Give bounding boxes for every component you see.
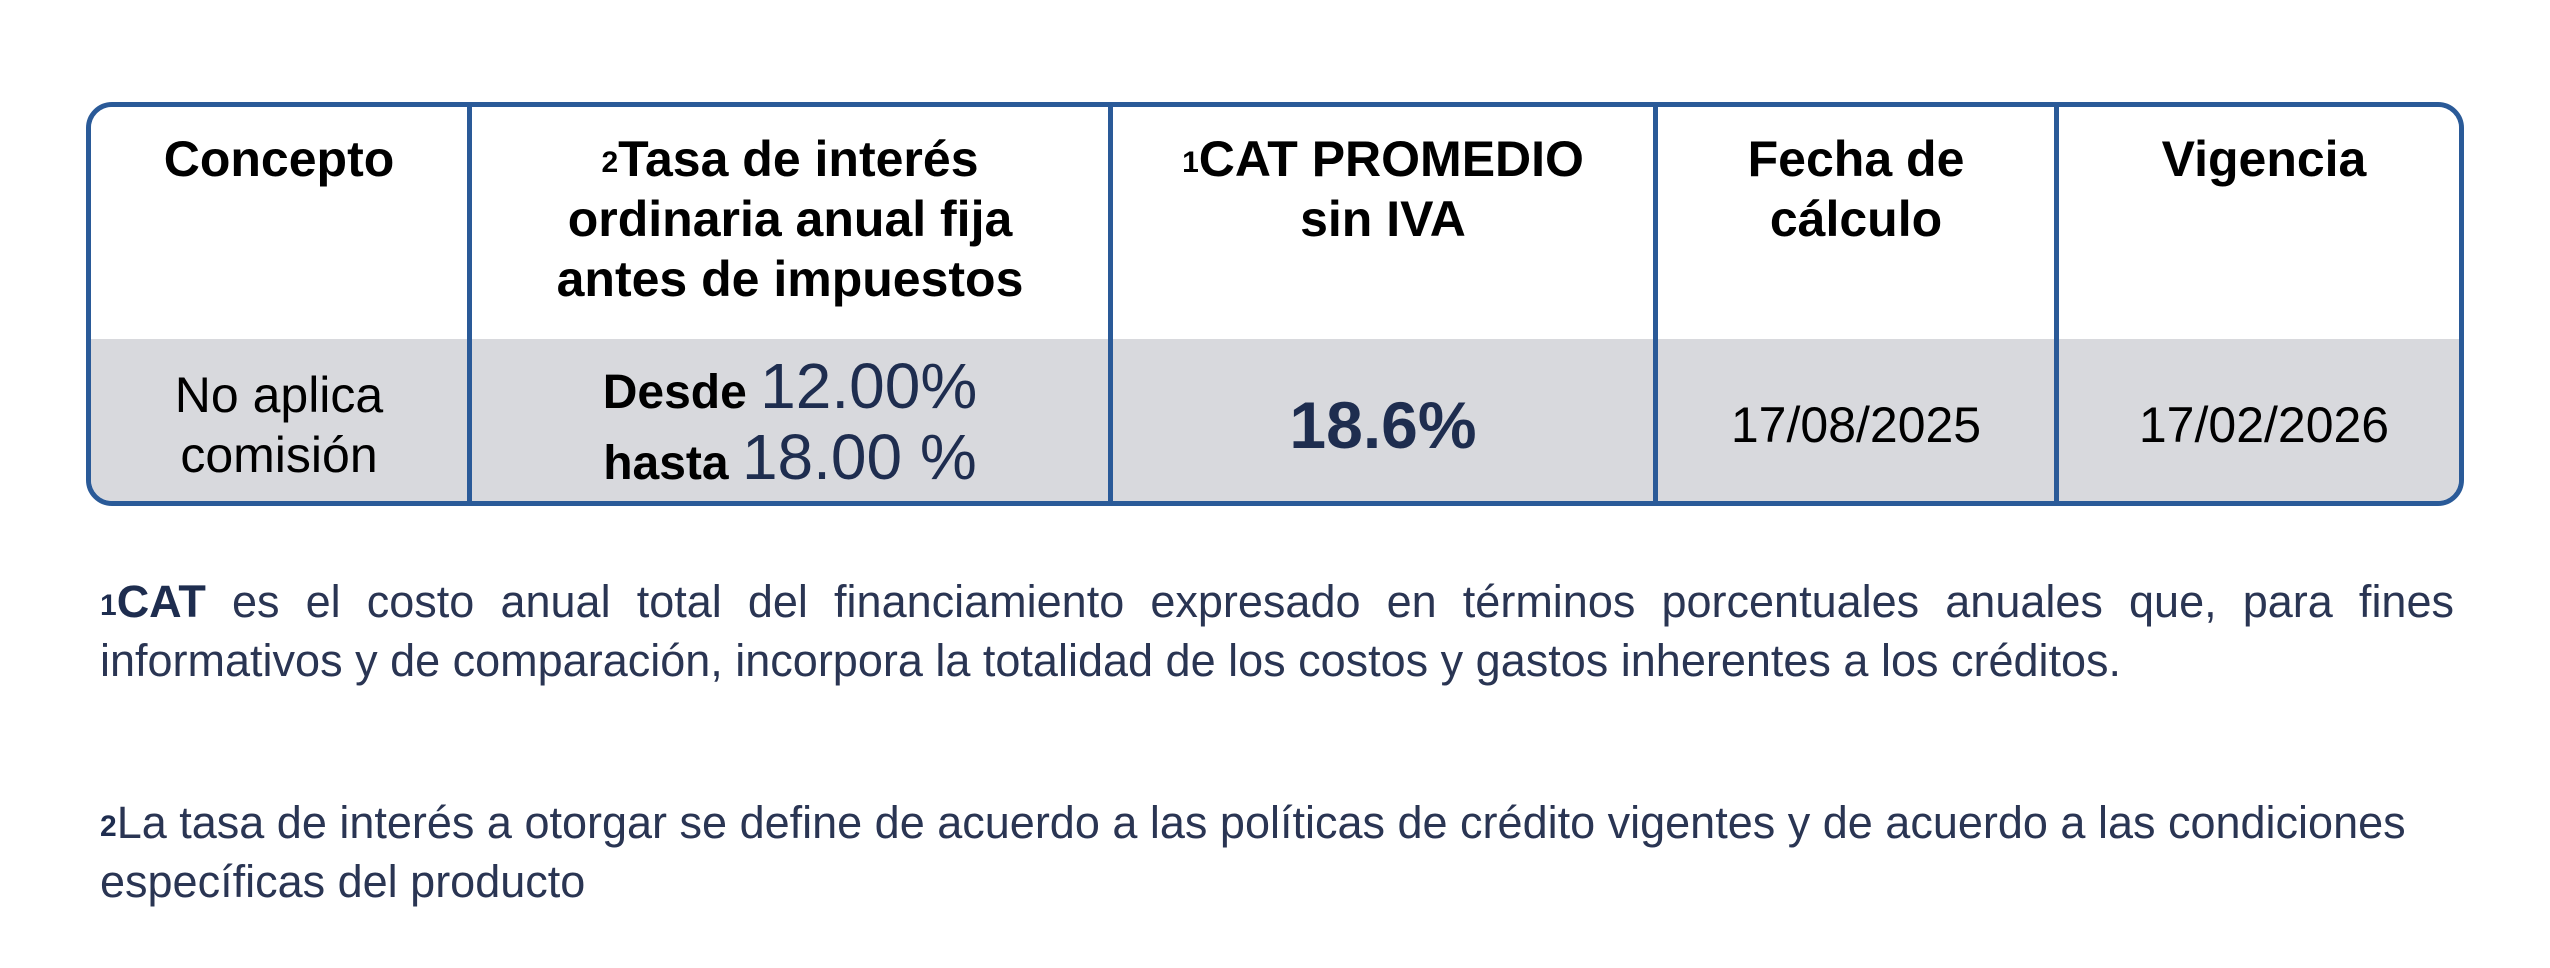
header-fecha: Fecha de cálculo: [1658, 107, 2054, 339]
header-cat-text: 1CAT PROMEDIO sin IVA: [1153, 129, 1613, 249]
header-cat: 1CAT PROMEDIO sin IVA: [1113, 107, 1653, 339]
rate-to-value: 18.00 %: [741, 421, 977, 493]
column-divider: [1108, 107, 1113, 501]
rate-to-line: hasta 18.00 %: [603, 425, 977, 496]
cell-vigencia: 17/02/2026: [2059, 339, 2459, 501]
footnote-tasa: 2La tasa de interés a otorgar se define …: [100, 793, 2454, 911]
rate-from-label: Desde: [602, 366, 747, 419]
cell-tasa: Desde 12.00% hasta 18.00 %: [472, 339, 1108, 501]
table-data-row: No aplica comisión Desde 12.00% hasta 18…: [91, 339, 2459, 501]
header-concepto: Concepto: [91, 107, 467, 339]
table-header-row: Concepto 2Tasa de interés ordinaria anua…: [91, 107, 2459, 339]
header-fecha-label: Fecha de cálculo: [1747, 131, 1965, 247]
footnote-1-term: CAT: [116, 576, 206, 627]
header-cat-footnote-mark: 1: [1182, 146, 1199, 179]
header-vigencia-label: Vigencia: [2161, 131, 2367, 187]
concepto-line-2: comisión: [180, 427, 378, 483]
header-tasa-label: Tasa de interés ordinaria anual fija ant…: [556, 131, 1024, 307]
rate-from-value: 12.00%: [760, 350, 978, 422]
footnote-1-mark: 1: [100, 589, 117, 622]
cell-concepto: No aplica comisión: [91, 339, 467, 501]
footnote-1-text: es el costo anual total del financiamien…: [100, 576, 2454, 686]
rate-from-line: Desde 12.00%: [603, 354, 977, 425]
header-cat-label: CAT PROMEDIO sin IVA: [1198, 131, 1584, 247]
footnote-2-mark: 2: [100, 810, 117, 843]
cat-value: 18.6%: [1289, 388, 1477, 462]
rates-table: Concepto 2Tasa de interés ordinaria anua…: [86, 102, 2464, 506]
footnote-2-text: La tasa de interés a otorgar se define d…: [100, 797, 2406, 907]
vigencia-value: 17/02/2026: [2138, 397, 2390, 453]
concepto-line-1: No aplica: [174, 367, 384, 423]
footnote-cat: 1CAT es el costo anual total del financi…: [100, 572, 2454, 690]
column-divider: [467, 107, 472, 501]
header-tasa-footnote-mark: 2: [601, 146, 619, 179]
rate-to-label: hasta: [603, 437, 729, 490]
header-concepto-label: Concepto: [163, 131, 395, 187]
header-vigencia: Vigencia: [2059, 107, 2459, 339]
cell-cat: 18.6%: [1113, 339, 1653, 501]
fecha-calculo-value: 17/08/2025: [1730, 397, 1982, 453]
header-tasa: 2Tasa de interés ordinaria anual fija an…: [472, 107, 1108, 339]
header-tasa-text: 2Tasa de interés ordinaria anual fija an…: [512, 129, 1068, 309]
column-divider: [2054, 107, 2059, 501]
column-divider: [1653, 107, 1658, 501]
cell-fecha-calculo: 17/08/2025: [1658, 339, 2054, 501]
